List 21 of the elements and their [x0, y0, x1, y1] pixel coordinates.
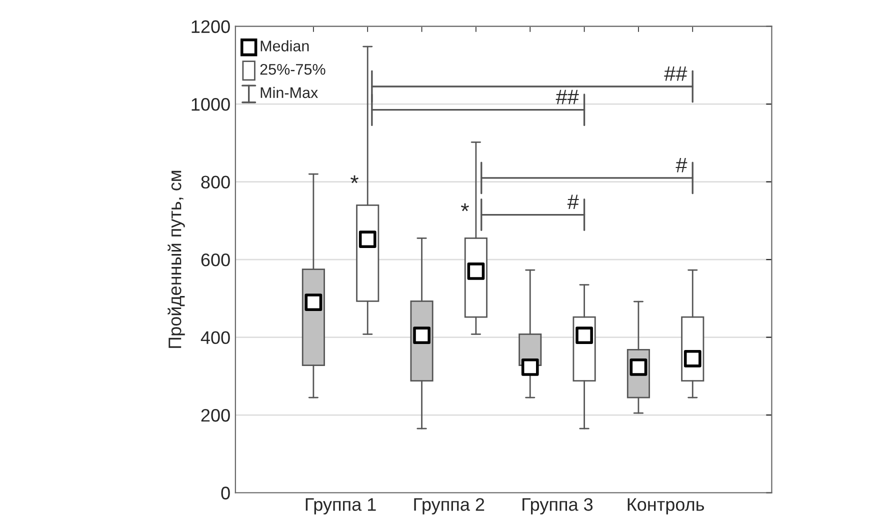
y-tick-label: 600 [201, 253, 230, 266]
y-tick-label: 400 [200, 331, 230, 344]
annotation: Min-Max [260, 86, 318, 98]
x-tick-label: Группа 3 [522, 498, 593, 514]
annotation: ## [664, 66, 688, 81]
annotation: Median [260, 40, 309, 52]
x-tick-label: Группа 2 [414, 498, 484, 514]
x-tick-label: Контроль [628, 498, 704, 514]
y-axis-title: Пройденный путь, см [168, 170, 185, 348]
annotation: * [461, 203, 469, 212]
y-tick-label: 800 [201, 176, 230, 189]
annotation: # [567, 194, 579, 210]
annotation: # [676, 158, 688, 172]
annotation: ## [556, 90, 579, 104]
y-tick-label: 0 [221, 486, 230, 500]
x-tick-label: Группа 1 [306, 498, 376, 514]
y-tick-label: 200 [201, 408, 230, 422]
annotation: * [350, 175, 358, 184]
y-tick-label: 1000 [192, 98, 230, 111]
y-tick-label: 1200 [192, 20, 230, 34]
annotation: 25%-75% [260, 64, 326, 75]
